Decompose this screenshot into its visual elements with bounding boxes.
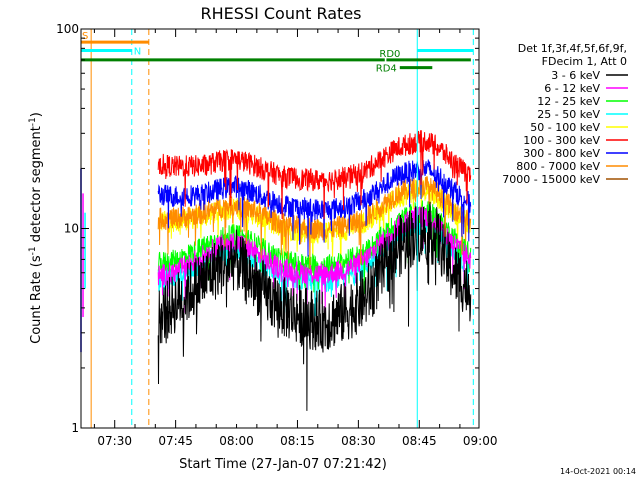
flag-label-s: S: [82, 31, 88, 42]
x-tick-label-6: 09:00: [463, 434, 498, 448]
x-tick-label-4: 08:30: [341, 434, 376, 448]
legend-label-3: 25 - 50 keV: [537, 108, 600, 121]
flag-label-n: N: [134, 47, 141, 58]
x-tick-label-0: 07:30: [97, 434, 132, 448]
generated-timestamp: 14-Oct-2021 00:14: [560, 467, 636, 476]
legend-label-4: 50 - 100 keV: [530, 121, 600, 134]
legend-label-6: 300 - 800 keV: [523, 147, 600, 160]
legend-label-1: 6 - 12 keV: [544, 82, 600, 95]
chart-title: RHESSI Count Rates: [201, 4, 362, 23]
legend-label-2: 12 - 25 keV: [537, 95, 600, 108]
y-axis-label: Count Rate (s-1 detector segment-1): [28, 112, 44, 344]
legend: Det 1f,3f,4f,5f,6f,9f, FDecim 1, Att 0 3…: [502, 42, 628, 186]
series-line-300-800-kev: [157, 159, 472, 257]
legend-label-8: 7000 - 15000 keV: [502, 173, 600, 186]
series-line-800-7000-kev: [157, 176, 472, 269]
series-line-3-6-kev: [157, 201, 472, 411]
series-line-100-300-kev: [157, 130, 472, 220]
x-axis-label: Start Time (27-Jan-07 07:21:42): [179, 457, 387, 472]
series-layer: [80, 130, 472, 411]
x-tick-label-1: 07:45: [158, 434, 193, 448]
legend-label-7: 800 - 7000 keV: [516, 160, 600, 173]
legend-label-0: 3 - 6 keV: [551, 69, 600, 82]
y-tick-label-0: 1: [71, 421, 79, 435]
y-tick-label-2: 100: [56, 22, 79, 36]
flag-label-rd0: RD0: [379, 49, 400, 60]
x-tick-label-5: 08:45: [402, 434, 437, 448]
legend-header-line-2: FDecim 1, Att 0: [542, 55, 627, 68]
flag-label-rd4: RD4: [376, 64, 397, 75]
x-tick-label-2: 08:00: [219, 434, 254, 448]
legend-header-line-1: Det 1f,3f,4f,5f,6f,9f,: [518, 42, 627, 55]
x-tick-label-3: 08:15: [280, 434, 315, 448]
legend-label-5: 100 - 300 keV: [523, 134, 600, 147]
axis-ticks-layer: 1 10 100 07:30 07:45 08:00 08:15 08:30 08:45 09:0…: [56, 22, 497, 448]
y-tick-label-1: 10: [64, 222, 79, 236]
